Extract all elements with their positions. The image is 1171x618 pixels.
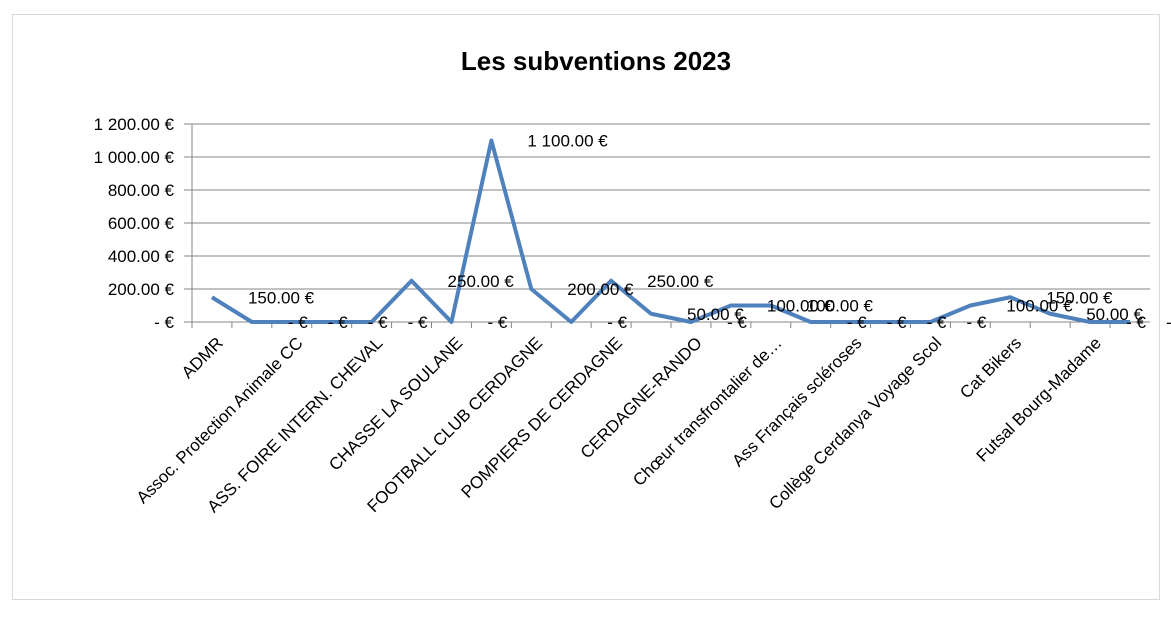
data-label: - € — [288, 313, 308, 332]
data-label: - € — [368, 313, 388, 332]
data-label: - € — [887, 313, 907, 332]
data-label: - € — [847, 313, 867, 332]
data-line — [210, 138, 1131, 324]
data-label: 150.00 € — [248, 288, 315, 307]
chart-title: Les subventions 2023 — [461, 46, 731, 76]
data-label: - € — [727, 313, 747, 332]
data-label: - € — [408, 313, 428, 332]
y-tick-label: 400.00 € — [108, 247, 175, 266]
data-label: - € — [328, 313, 348, 332]
data-label: 100.00 € — [767, 297, 834, 316]
data-label: 100.00 € — [1006, 297, 1073, 316]
data-label: - € — [927, 313, 947, 332]
data-label: 250.00 € — [647, 272, 714, 291]
data-label: 250.00 € — [448, 272, 515, 291]
data-label: 150.00 € — [1046, 288, 1113, 307]
data-label: - € — [966, 313, 986, 332]
data-label: 50.00 € — [1086, 305, 1143, 324]
y-tick-label: 200.00 € — [108, 280, 175, 299]
data-label: - € — [1126, 313, 1146, 332]
data-label: 100.00 € — [807, 297, 874, 316]
data-label: 1 100.00 € — [527, 132, 608, 151]
data-label: - € — [607, 313, 627, 332]
y-tick-label: 1 200.00 € — [94, 115, 175, 134]
data-label: - € — [1166, 313, 1171, 332]
data-label: 200.00 € — [567, 280, 634, 299]
y-tick-label: - € — [154, 313, 174, 332]
data-label: - € — [487, 313, 507, 332]
data-label: 50.00 € — [687, 305, 744, 324]
y-tick-label: 1 000.00 € — [94, 148, 175, 167]
y-tick-label: 800.00 € — [108, 181, 175, 200]
y-tick-label: 600.00 € — [108, 214, 175, 233]
